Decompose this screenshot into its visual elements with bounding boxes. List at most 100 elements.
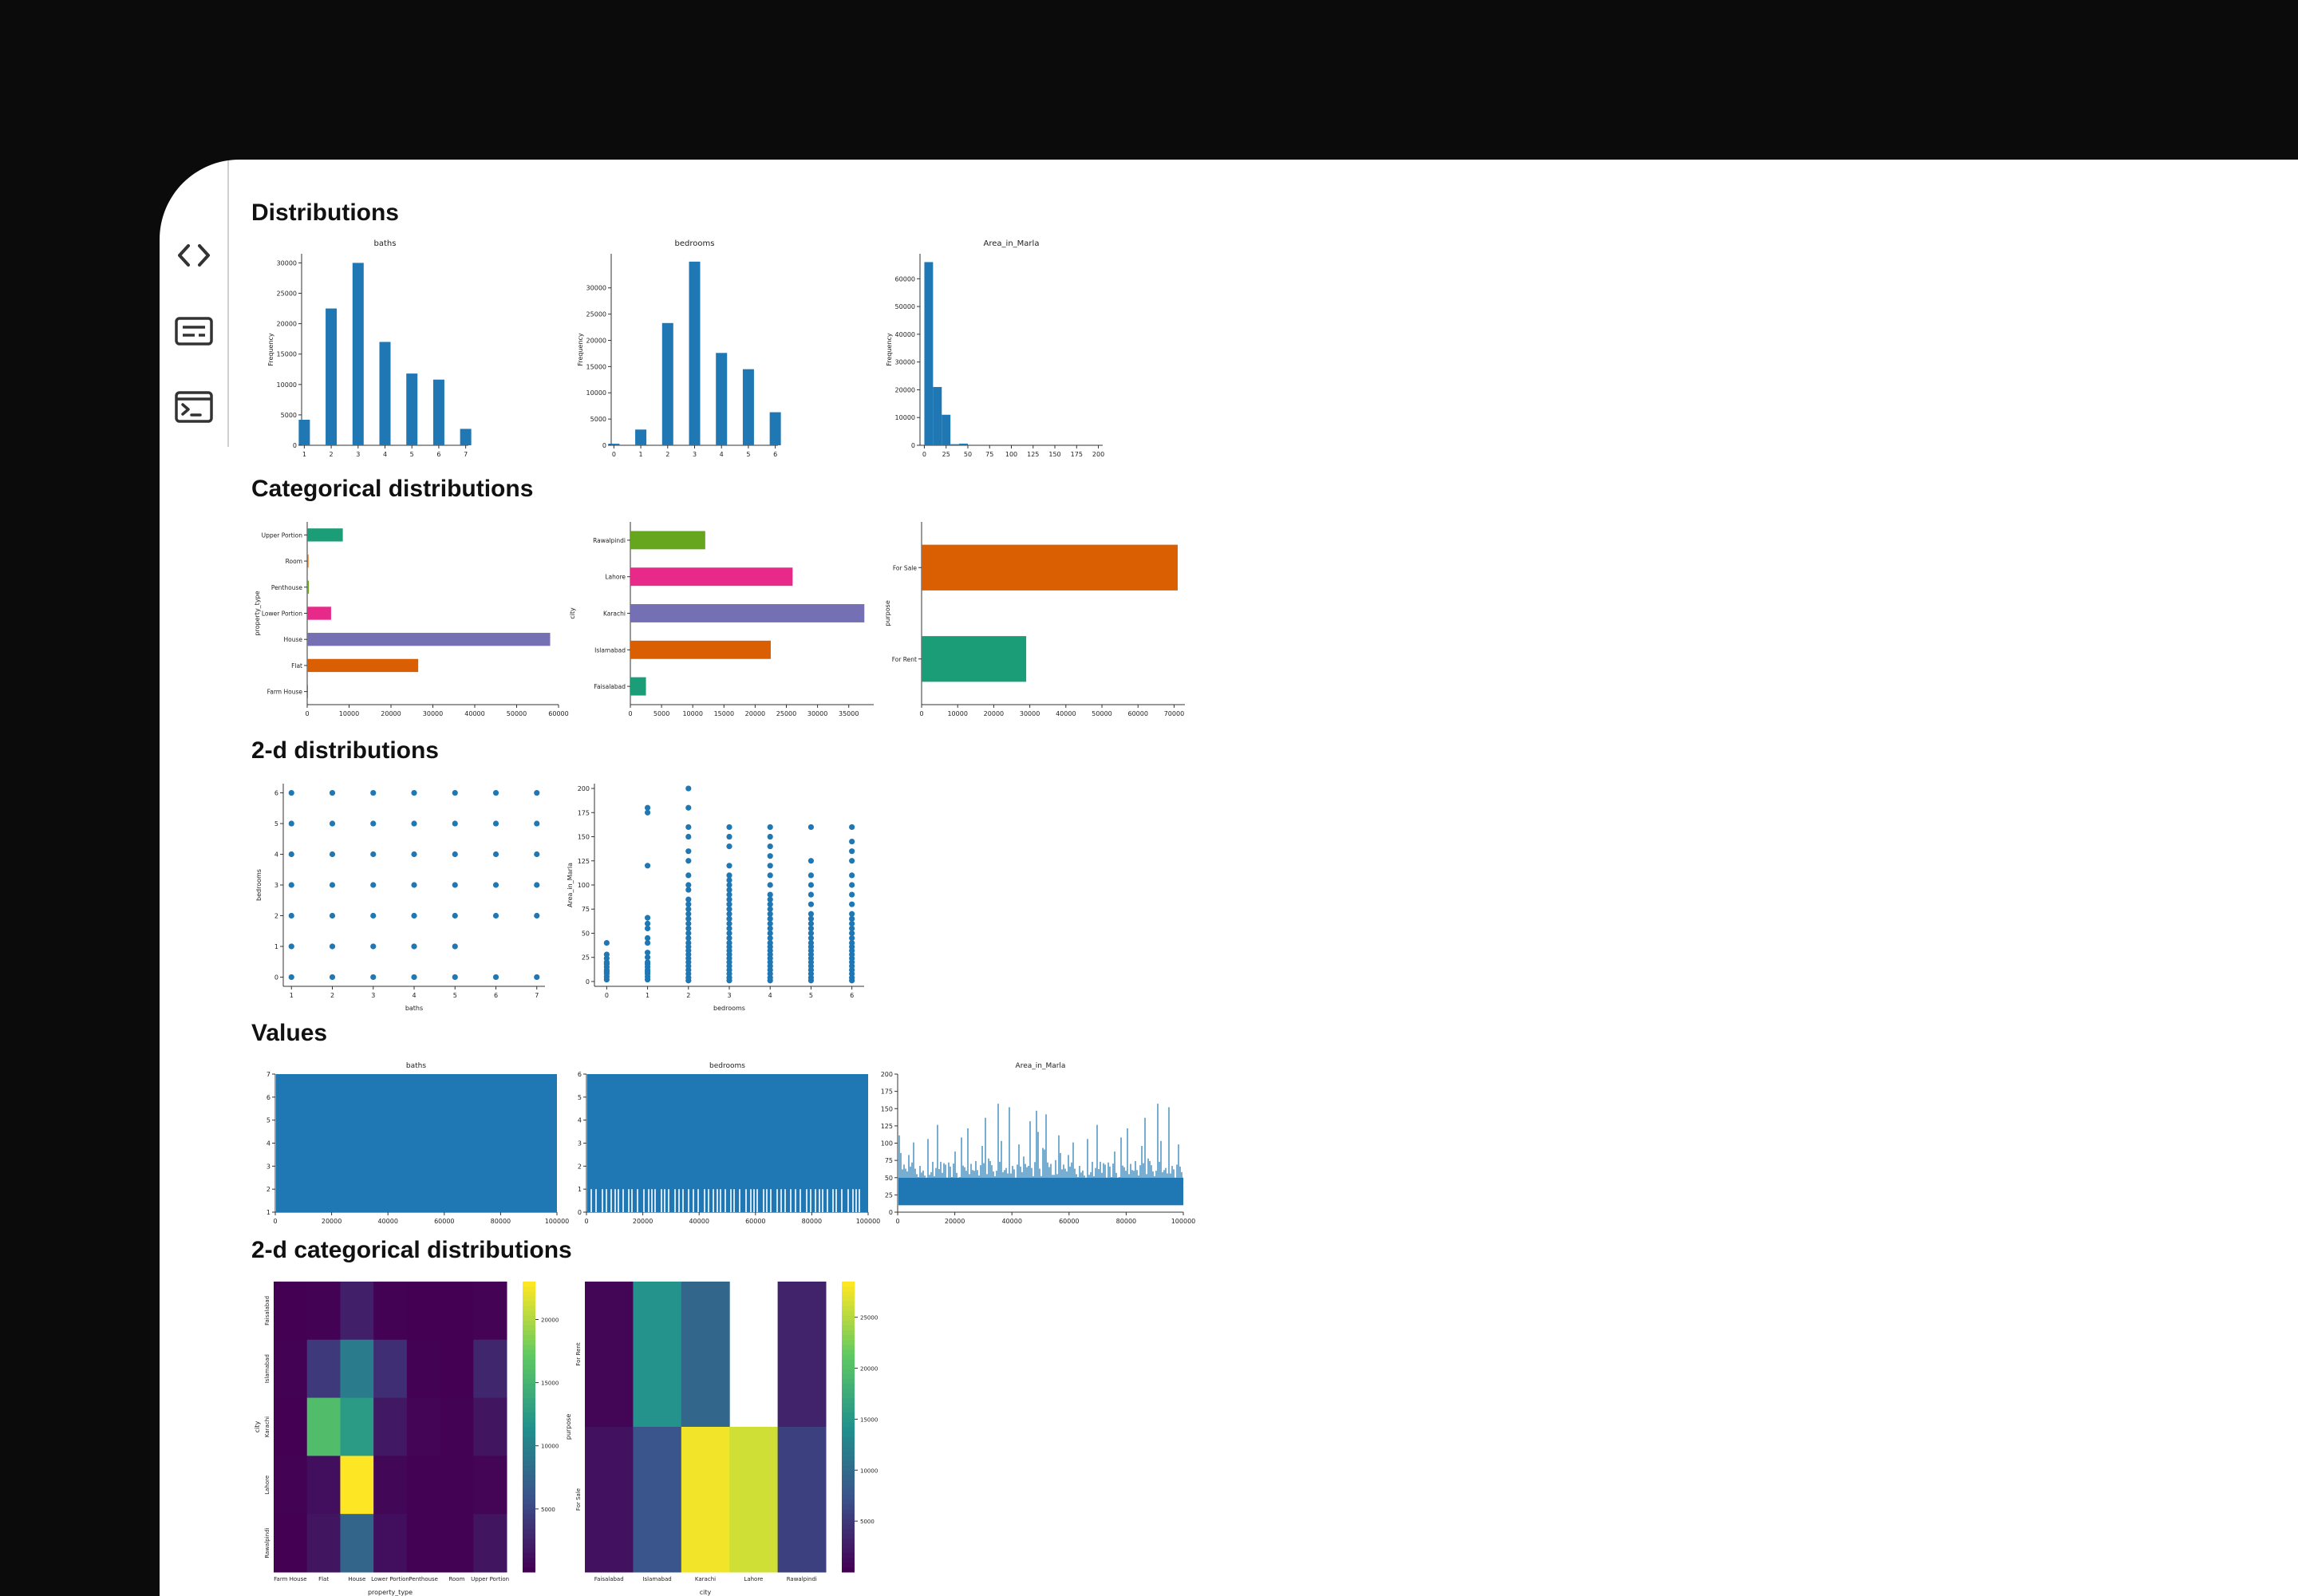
colorbar-segment (523, 1354, 535, 1360)
x-tick-label: 30000 (1020, 710, 1040, 717)
x-tick-label: 7 (535, 992, 539, 999)
y-tick-label: 10000 (586, 389, 606, 397)
scatter-point (849, 911, 855, 917)
colorbar-segment (842, 1344, 855, 1350)
scatter-point (329, 943, 336, 950)
scatter-point (452, 882, 458, 888)
scatter-point (492, 851, 499, 858)
heatmap-cell (406, 1514, 441, 1573)
colorbar-segment (842, 1383, 855, 1389)
x-tick-label: 10000 (682, 710, 702, 717)
values-fill (276, 1074, 557, 1212)
colorbar-segment (523, 1446, 535, 1452)
y-category-label: Rawalpindi (264, 1527, 270, 1558)
scatter-point (726, 920, 732, 926)
terminal-icon[interactable] (174, 387, 214, 427)
text-view-icon[interactable] (174, 311, 214, 351)
x-category-label: Rawalpindi (787, 1576, 817, 1582)
x-tick-label: 100000 (1171, 1218, 1196, 1225)
x-tick-label: 40000 (377, 1218, 397, 1225)
colorbar-segment (523, 1369, 535, 1374)
scatter-point (726, 930, 732, 937)
x-tick-label: 25 (942, 451, 950, 458)
colorbar-segment (523, 1528, 535, 1534)
scatter-point (726, 887, 732, 893)
histogram-bar (635, 429, 647, 445)
code-icon[interactable] (174, 235, 214, 275)
y-category-label: For Sale (575, 1488, 582, 1511)
heatmap-cell (585, 1427, 634, 1573)
colorbar-segment (842, 1547, 855, 1554)
x-category-label: Flat (318, 1576, 329, 1582)
colorbar-segment (842, 1446, 855, 1452)
heatmap-cell (340, 1397, 374, 1456)
histogram-bar (924, 262, 934, 445)
y-tick-label: 20000 (895, 386, 915, 393)
x-tick-label: 3 (371, 992, 375, 999)
y-tick-label: 175 (881, 1088, 893, 1096)
scatter-point (767, 833, 773, 840)
colorbar-segment (842, 1460, 855, 1467)
heatmap-cell (681, 1282, 730, 1428)
colorbar-segment (523, 1441, 535, 1447)
scatter-point (685, 804, 692, 811)
y-tick-label: 6 (267, 1094, 270, 1101)
x-tick-label: 50000 (1092, 710, 1111, 717)
heatmap-cell (473, 1456, 507, 1515)
colorbar-segment (523, 1432, 535, 1437)
colorbar-segment (842, 1538, 855, 1544)
x-tick-label: 2 (330, 992, 334, 999)
category-label: Rawalpindi (593, 537, 626, 544)
scatter-point (411, 851, 417, 858)
colorbar-segment (523, 1523, 535, 1529)
colorbar-segment (842, 1306, 855, 1311)
category-label: Lower Portion (262, 610, 302, 618)
y-tick-label: 25000 (277, 290, 297, 298)
heatmap-cell (274, 1282, 308, 1341)
x-tick-label: 40000 (1001, 1218, 1021, 1225)
colorbar-segment (523, 1557, 535, 1563)
y-tick-label: 75 (885, 1157, 893, 1164)
y-tick-label: 0 (274, 974, 278, 981)
y-tick-label: 15000 (277, 351, 297, 358)
section-heading-2d: 2-d distributions (251, 737, 439, 764)
scatter-point (849, 901, 855, 907)
colorbar-segment (523, 1519, 535, 1524)
section-heading-values: Values (251, 1020, 328, 1046)
colorbar-segment (842, 1354, 855, 1360)
scatter-point (685, 906, 692, 912)
colorbar-segment (842, 1364, 855, 1369)
colorbar-segment (523, 1436, 535, 1442)
values-plot-bedrooms: bedrooms 0 1 2 3 4 5 6 0 20000 40000 60000 80000 1000… (578, 1062, 880, 1225)
y-tick-label: 0 (911, 442, 915, 449)
scatter-point (807, 891, 815, 898)
scatter-point (767, 920, 773, 926)
colorbar-segment (523, 1359, 535, 1365)
x-tick-label: 5 (746, 451, 750, 458)
colorbar-segment (842, 1479, 855, 1486)
heatmap-cell (373, 1397, 408, 1456)
y-tick-label: 2 (578, 1163, 582, 1170)
x-axis-label: baths (405, 1005, 423, 1012)
y-tick-label: 200 (578, 785, 590, 792)
x-tick-label: 200 (1092, 451, 1104, 458)
scatter-point (288, 974, 294, 981)
scatter-point (849, 872, 855, 879)
values-plot-area-in-marla: Area_in_Marla 0 25 50 75 100 125 150 175 200 0 2000… (881, 1062, 1196, 1225)
heatmap-cell (274, 1456, 308, 1515)
scatter-point (807, 872, 815, 879)
colorbar-segment (523, 1393, 535, 1399)
heatmap-cell (373, 1339, 408, 1399)
y-tick-label: 4 (267, 1140, 270, 1148)
category-label: House (283, 636, 302, 643)
y-tick-label: 25000 (586, 311, 606, 318)
colorbar-segment (523, 1286, 535, 1292)
x-tick-label: 4 (768, 992, 772, 999)
x-category-label: Room (448, 1576, 464, 1582)
colorbar-segment (842, 1451, 855, 1456)
x-tick-label: 10000 (339, 710, 359, 717)
scatter-point (685, 911, 692, 917)
scatter-point (452, 912, 458, 919)
x-tick-label: 7 (464, 451, 468, 458)
colorbar-segment (842, 1310, 855, 1316)
